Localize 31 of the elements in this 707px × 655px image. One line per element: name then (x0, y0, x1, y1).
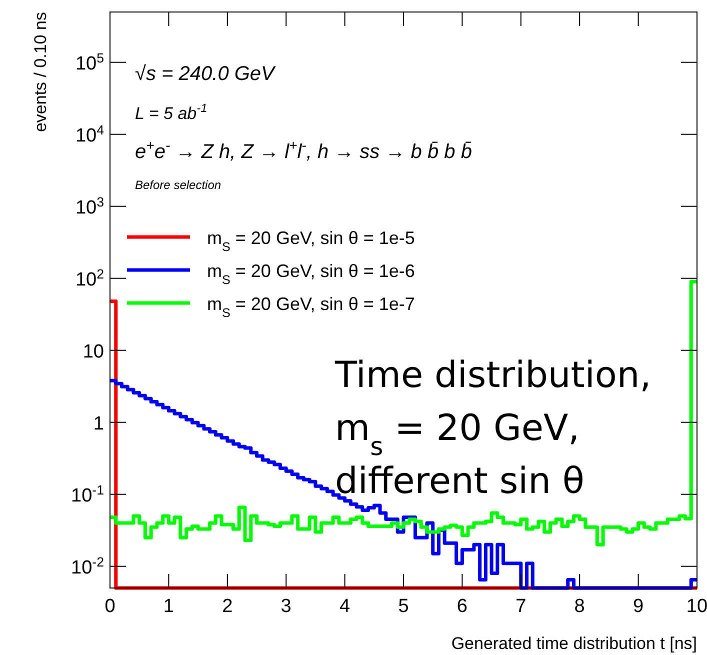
x-tick-label: 4 (340, 596, 351, 617)
x-axis-title: Generated time distribution t [ns] (451, 634, 697, 653)
annotation: Before selection (135, 178, 222, 192)
y-tick-label: 10$^{5}$ (75, 50, 104, 74)
x-tick-label: 6 (456, 596, 468, 617)
y-axis-title: events / 0.10 ns (31, 12, 50, 132)
annotation: Time distribution, (334, 355, 652, 396)
annotation: L = 5 ab$^{-1}$ (135, 101, 208, 123)
y-tick-label: 10$^{2}$ (75, 266, 104, 290)
annotation: m$_{s}$ = 20 GeV, (335, 408, 580, 460)
annotation: different sin θ (335, 461, 584, 502)
x-tick-label: 5 (398, 596, 409, 617)
x-tick-label: 1 (163, 596, 174, 617)
legend-label: m$_{S}$ = 20 GeV, sin θ = 1e-6 (207, 261, 415, 287)
y-tick-label: 1 (93, 413, 104, 434)
legend-label: m$_{S}$ = 20 GeV, sin θ = 1e-7 (207, 294, 415, 320)
y-tick-label: 10$^{3}$ (75, 194, 104, 218)
annotation: √s = 240.0 GeV (135, 63, 276, 85)
x-tick-label: 10 (686, 596, 707, 617)
legend-label: m$_{S}$ = 20 GeV, sin θ = 1e-5 (207, 228, 415, 254)
text: e$^{+}$e$^{-}$ → Z h, Z → l$^{+}$l$^{-}$, h → ss → b b̄ b b̄ (135, 137, 472, 163)
y-tick-label: 10$^{-2}$ (71, 554, 104, 578)
x-tick-label: 0 (104, 596, 116, 617)
x-tick-label: 7 (516, 596, 526, 617)
y-tick-label: 10$^{4}$ (75, 122, 104, 146)
x-tick-label: 8 (574, 596, 585, 617)
x-tick-label: 9 (633, 596, 644, 617)
x-tick-label: 3 (280, 596, 292, 617)
y-tick-label: 10 (82, 341, 104, 362)
y-tick-label: 10$^{-1}$ (71, 482, 104, 506)
x-tick-label: 2 (222, 596, 233, 617)
